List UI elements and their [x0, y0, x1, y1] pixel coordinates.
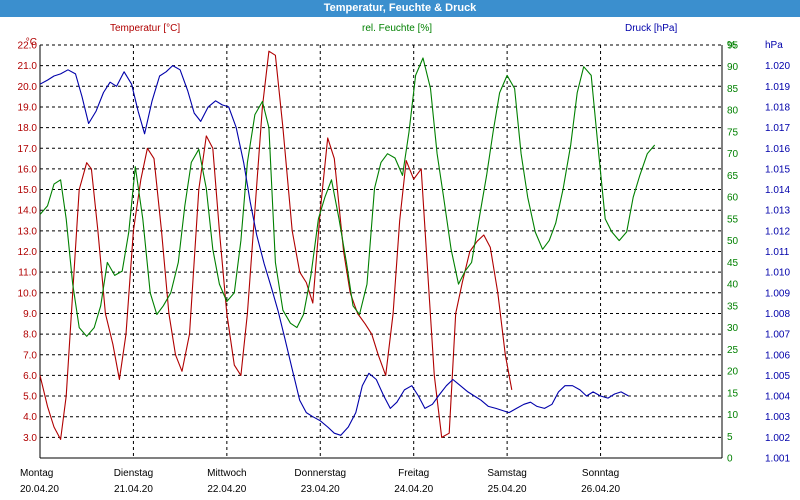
humidity-tick-label: 45 — [727, 258, 739, 269]
temperature-tick-label: 16.0 — [18, 164, 38, 175]
date-label: 22.04.20 — [207, 484, 246, 495]
humidity-tick-label: 25 — [727, 345, 739, 356]
temperature-legend: Temperatur [°C] — [110, 23, 181, 34]
pressure-tick-label: 1.002 — [765, 433, 790, 444]
temperature-tick-label: 4.0 — [23, 412, 37, 423]
date-label: 23.04.20 — [301, 484, 340, 495]
pressure-tick-label: 1.005 — [765, 371, 790, 382]
temperature-tick-label: 3.0 — [23, 433, 37, 444]
temperature-tick-label: 5.0 — [23, 392, 37, 403]
date-label: 26.04.20 — [581, 484, 620, 495]
temperature-tick-label: 9.0 — [23, 309, 37, 320]
pressure-tick-label: 1.010 — [765, 268, 790, 279]
pressure-series-line — [39, 65, 629, 436]
humidity-tick-label: 95 — [727, 41, 739, 52]
temperature-tick-label: 6.0 — [23, 371, 37, 382]
day-label: Donnerstag — [294, 468, 346, 479]
window-title: Temperatur, Feuchte & Druck — [0, 0, 800, 17]
temperature-tick-label: 14.0 — [18, 206, 38, 217]
humidity-tick-label: 55 — [727, 214, 739, 225]
pressure-tick-label: 1.003 — [765, 412, 790, 423]
temperature-tick-label: 10.0 — [18, 288, 38, 299]
humidity-tick-label: 65 — [727, 171, 739, 182]
humidity-tick-label: 20 — [727, 367, 739, 378]
pressure-tick-label: 1.012 — [765, 226, 790, 237]
humidity-axis-unit: % — [727, 40, 736, 51]
pressure-tick-label: 1.019 — [765, 82, 790, 93]
humidity-tick-label: 90 — [727, 62, 739, 73]
humidity-series-line — [39, 57, 656, 337]
humidity-tick-label: 75 — [727, 127, 739, 138]
pressure-tick-label: 1.007 — [765, 330, 790, 341]
pressure-tick-label: 1.017 — [765, 123, 790, 134]
day-label: Dienstag — [114, 468, 153, 479]
temperature-tick-label: 17.0 — [18, 144, 38, 155]
pressure-tick-label: 1.016 — [765, 144, 790, 155]
humidity-tick-label: 40 — [727, 280, 739, 291]
temperature-tick-label: 22.0 — [18, 41, 38, 52]
pressure-tick-label: 1.015 — [765, 164, 790, 175]
humidity-tick-label: 10 — [727, 410, 739, 421]
pressure-tick-label: 1.004 — [765, 392, 790, 403]
humidity-tick-label: 50 — [727, 236, 739, 247]
date-label: 20.04.20 — [20, 484, 59, 495]
humidity-tick-label: 35 — [727, 301, 739, 312]
pressure-tick-label: 1.011 — [765, 247, 790, 258]
temperature-tick-label: 13.0 — [18, 226, 38, 237]
day-label: Mittwoch — [207, 468, 246, 479]
pressure-tick-label: 1.018 — [765, 102, 790, 113]
humidity-tick-label: 70 — [727, 149, 739, 160]
humidity-tick-label: 5 — [727, 432, 733, 443]
temperature-axis-unit: °C — [26, 37, 37, 48]
day-label: Samstag — [487, 468, 526, 479]
temperature-series-line — [39, 50, 513, 440]
pressure-tick-label: 1.009 — [765, 288, 790, 299]
humidity-tick-label: 80 — [727, 106, 739, 117]
humidity-tick-label: 30 — [727, 323, 739, 334]
humidity-tick-label: 0 — [727, 454, 733, 465]
temperature-tick-label: 21.0 — [18, 61, 38, 72]
temperature-tick-label: 15.0 — [18, 185, 38, 196]
pressure-tick-label: 1.014 — [765, 185, 790, 196]
date-label: 21.04.20 — [114, 484, 153, 495]
day-label: Montag — [20, 468, 53, 479]
temperature-tick-label: 11.0 — [18, 268, 37, 279]
temperature-tick-label: 12.0 — [18, 247, 38, 258]
pressure-tick-label: 1.006 — [765, 350, 790, 361]
date-label: 25.04.20 — [488, 484, 527, 495]
day-label: Sonntag — [582, 468, 619, 479]
pressure-tick-label: 1.008 — [765, 309, 790, 320]
humidity-tick-label: 15 — [727, 388, 739, 399]
pressure-axis-unit: hPa — [765, 40, 783, 51]
pressure-tick-label: 1.013 — [765, 206, 790, 217]
temperature-tick-label: 7.0 — [23, 350, 37, 361]
temperature-tick-label: 20.0 — [18, 82, 38, 93]
temperature-tick-label: 19.0 — [18, 102, 38, 113]
humidity-tick-label: 60 — [727, 193, 739, 204]
pressure-legend: Druck [hPa] — [625, 23, 678, 34]
pressure-tick-label: 1.020 — [765, 61, 790, 72]
humidity-legend: rel. Feuchte [%] — [362, 23, 433, 34]
temperature-tick-label: 18.0 — [18, 123, 38, 134]
pressure-tick-label: 1.001 — [765, 454, 790, 465]
humidity-tick-label: 85 — [727, 84, 739, 95]
date-label: 24.04.20 — [394, 484, 433, 495]
temperature-tick-label: 8.0 — [23, 330, 37, 341]
day-label: Freitag — [398, 468, 429, 479]
